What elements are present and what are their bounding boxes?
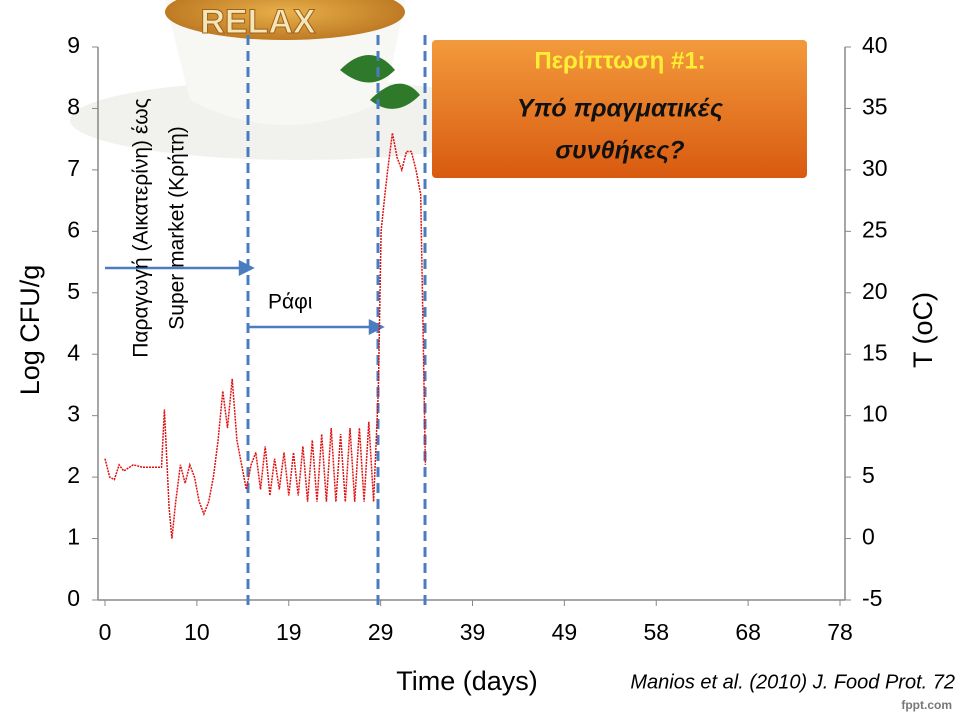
y2-tick-label: 5 xyxy=(862,462,875,488)
x-tick-label: 0 xyxy=(99,619,112,645)
y2-tick-label: 30 xyxy=(862,155,888,181)
citation: Manios et al. (2010) J. Food Prot. 72 xyxy=(630,671,955,693)
y2-tick-label: -5 xyxy=(862,585,882,611)
y-tick-label: 1 xyxy=(67,524,80,550)
callout-text: Υπό πραγματικές xyxy=(517,95,724,123)
phase-annotation: Super market (Κρήτη) xyxy=(166,126,189,329)
x-tick-label: 19 xyxy=(276,619,302,645)
temperature-line xyxy=(104,132,427,539)
y2-tick-label: 15 xyxy=(862,339,888,365)
y2-tick-label: 0 xyxy=(862,524,875,550)
y-tick-label: 0 xyxy=(67,585,80,611)
x-tick-label: 78 xyxy=(827,619,853,645)
x-axis-label: Time (days) xyxy=(396,666,538,696)
y-tick-label: 9 xyxy=(67,32,80,58)
cup-decoration xyxy=(70,0,530,160)
callout-box xyxy=(432,40,807,178)
y2-tick-label: 40 xyxy=(862,32,888,58)
y-tick-label: 6 xyxy=(67,216,80,242)
y-tick-label: 5 xyxy=(67,278,80,304)
y2-tick-label: 10 xyxy=(862,401,888,427)
callout-title: Περίπτωση #1: xyxy=(534,47,705,74)
y-tick-label: 3 xyxy=(67,401,80,427)
y-tick-label: 7 xyxy=(67,155,80,181)
x-tick-label: 29 xyxy=(368,619,394,645)
y2-axis-label: T (oC) xyxy=(908,292,938,368)
x-tick-label: 10 xyxy=(184,619,210,645)
y2-tick-label: 25 xyxy=(862,216,888,242)
y2-tick-label: 35 xyxy=(862,94,888,120)
y-tick-label: 4 xyxy=(67,339,80,365)
y2-tick-label: 20 xyxy=(862,278,888,304)
phase-annotation: Παραγωγή (Αικατερίνη) έως xyxy=(130,98,153,358)
x-tick-label: 49 xyxy=(552,619,578,645)
y-tick-label: 2 xyxy=(67,462,80,488)
y-tick-label: 8 xyxy=(67,94,80,120)
y-axis-label: Log CFU/g xyxy=(15,265,45,396)
callout-text: συνθήκες? xyxy=(555,137,684,165)
phase-annotation: Ράφι xyxy=(268,291,313,314)
x-tick-label: 58 xyxy=(643,619,669,645)
logo: RELAX xyxy=(200,3,316,41)
x-tick-label: 68 xyxy=(735,619,761,645)
watermark: fppt.com xyxy=(901,698,952,712)
phase-arrows xyxy=(105,259,385,336)
x-tick-label: 39 xyxy=(460,619,486,645)
